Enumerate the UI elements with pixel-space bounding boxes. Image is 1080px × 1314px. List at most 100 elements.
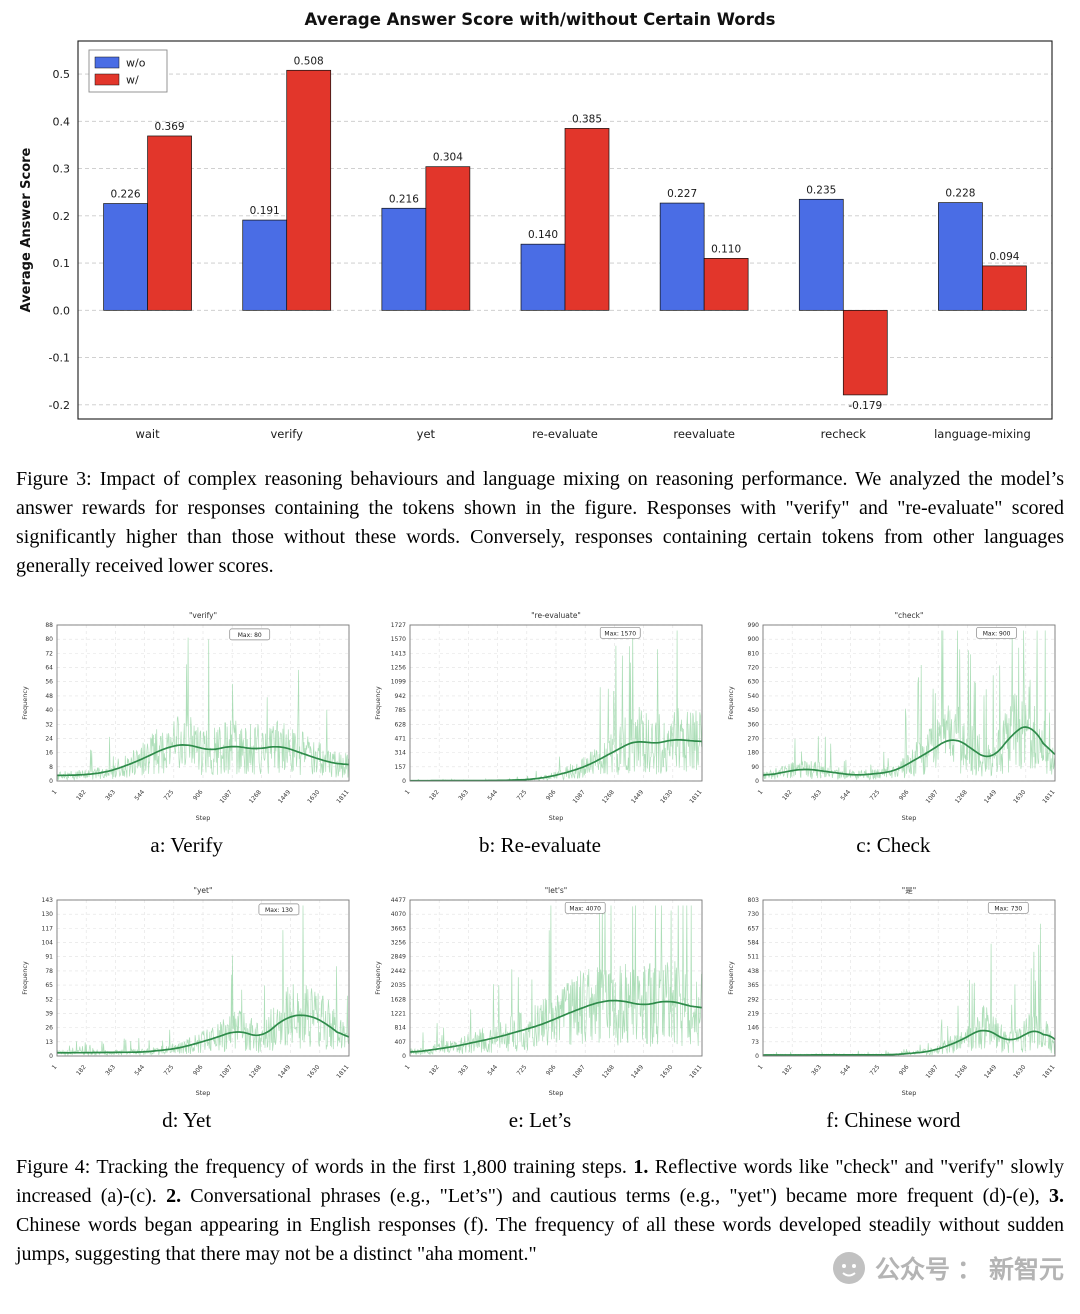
- svg-text:88: 88: [45, 622, 53, 629]
- svg-text:720: 720: [748, 665, 760, 672]
- svg-text:0: 0: [756, 778, 760, 785]
- svg-text:0.508: 0.508: [294, 55, 324, 67]
- svg-text:"check": "check": [895, 611, 924, 620]
- svg-text:438: 438: [748, 968, 760, 975]
- svg-text:64: 64: [45, 665, 53, 672]
- svg-text:Frequency: Frequency: [374, 961, 382, 995]
- svg-text:942: 942: [395, 693, 407, 700]
- svg-text:182: 182: [75, 1064, 88, 1077]
- svg-text:48: 48: [45, 693, 53, 700]
- svg-text:0: 0: [49, 778, 53, 785]
- svg-text:Step: Step: [902, 814, 917, 822]
- svg-text:785: 785: [395, 707, 407, 714]
- svg-text:2442: 2442: [391, 968, 406, 975]
- svg-text:yet: yet: [417, 427, 436, 441]
- svg-text:540: 540: [748, 693, 760, 700]
- svg-text:1413: 1413: [391, 650, 406, 657]
- svg-text:1221: 1221: [391, 1010, 406, 1017]
- svg-text:Max: 4070: Max: 4070: [569, 905, 601, 912]
- svg-text:182: 182: [781, 789, 794, 802]
- svg-text:1630: 1630: [659, 789, 674, 805]
- frequency-chart-verify: 0 8 16 24 32 40 48 56 64 72 80 88 1 182 363 544 725 906 10…: [21, 611, 351, 822]
- svg-text:906: 906: [545, 1064, 558, 1077]
- svg-text:584: 584: [748, 940, 760, 947]
- svg-text:w/: w/: [126, 74, 139, 87]
- svg-text:1630: 1630: [306, 789, 321, 805]
- subcaption-re-evaluate: b: Re-evaluate: [479, 833, 601, 857]
- svg-text:1630: 1630: [306, 1064, 321, 1080]
- bar-chart: -0.2 -0.1 0.0 0.1 0.2 0.3 0.4 0.5 0.226 0.369 wait…: [19, 40, 1053, 441]
- figure4-grid: 0 8 16 24 32 40 48 56 64 72 80 88 1 182 363 544 725 906 10…: [14, 607, 1066, 1133]
- svg-text:630: 630: [748, 679, 760, 686]
- svg-text:360: 360: [748, 721, 760, 728]
- svg-text:1: 1: [757, 789, 765, 797]
- svg-text:0.304: 0.304: [433, 152, 463, 164]
- svg-text:1811: 1811: [335, 789, 350, 805]
- svg-text:725: 725: [869, 789, 882, 802]
- svg-text:143: 143: [41, 897, 53, 904]
- svg-text:Max: 730: Max: 730: [995, 905, 1023, 912]
- svg-text:32: 32: [45, 721, 53, 728]
- svg-text:0.140: 0.140: [528, 229, 558, 241]
- svg-text:1256: 1256: [391, 665, 406, 672]
- svg-text:363: 363: [104, 789, 117, 802]
- svg-text:w/o: w/o: [126, 57, 146, 70]
- svg-text:Frequency: Frequency: [727, 686, 735, 720]
- svg-text:-0.179: -0.179: [848, 400, 882, 412]
- svg-text:803: 803: [748, 897, 760, 904]
- svg-text:0.191: 0.191: [250, 205, 280, 217]
- svg-text:Max: 80: Max: 80: [237, 632, 261, 639]
- svg-text:80: 80: [45, 636, 53, 643]
- svg-text:730: 730: [748, 911, 760, 918]
- figure4-caption-bold-1: 1.: [633, 1156, 649, 1178]
- svg-text:16: 16: [45, 750, 53, 757]
- svg-text:0: 0: [756, 1053, 760, 1060]
- figure4-caption-text-2: Reflective words like "check" and "verif…: [16, 1156, 1065, 1207]
- svg-text:1: 1: [404, 1064, 412, 1072]
- svg-text:725: 725: [162, 1064, 175, 1077]
- svg-text:Step: Step: [195, 814, 210, 822]
- svg-text:363: 363: [811, 789, 824, 802]
- svg-text:0.228: 0.228: [945, 188, 975, 200]
- svg-text:1087: 1087: [218, 789, 233, 805]
- svg-text:1087: 1087: [925, 789, 940, 805]
- svg-text:Average Answer Score: Average Answer Score: [19, 147, 34, 312]
- subfigure-lets: 0 407 814 1221 1628 2035 2442 2849 3256 3663 4070 4…: [370, 882, 710, 1133]
- svg-text:0.216: 0.216: [389, 193, 419, 205]
- figure4-caption-bold-2: 2.: [166, 1185, 182, 1207]
- svg-text:1: 1: [404, 789, 412, 797]
- svg-text:73: 73: [752, 1039, 760, 1046]
- svg-text:906: 906: [898, 1064, 911, 1077]
- svg-text:1449: 1449: [630, 789, 645, 805]
- svg-text:906: 906: [545, 789, 558, 802]
- svg-text:363: 363: [811, 1064, 824, 1077]
- svg-text:544: 544: [840, 789, 853, 802]
- svg-text:0.235: 0.235: [806, 184, 836, 196]
- svg-text:Step: Step: [195, 1089, 210, 1097]
- svg-text:1449: 1449: [983, 1064, 998, 1080]
- svg-text:725: 725: [516, 1064, 529, 1077]
- svg-text:Step: Step: [902, 1089, 917, 1097]
- frequency-chart-check: 0 90 180 270 360 450 540 630 720 810 900 990 1 182 363…: [727, 611, 1057, 822]
- svg-text:1087: 1087: [925, 1064, 940, 1080]
- svg-text:0.4: 0.4: [53, 115, 71, 128]
- svg-text:Frequency: Frequency: [374, 686, 382, 720]
- svg-text:906: 906: [191, 789, 204, 802]
- svg-text:219: 219: [748, 1010, 760, 1017]
- svg-text:810: 810: [748, 650, 760, 657]
- svg-text:Max: 1570: Max: 1570: [604, 630, 636, 637]
- svg-text:Frequency: Frequency: [21, 961, 29, 995]
- figure4-caption-text-1: Figure 4: Tracking the frequency of word…: [16, 1156, 634, 1178]
- svg-text:72: 72: [45, 650, 53, 657]
- svg-text:990: 990: [748, 622, 760, 629]
- svg-text:725: 725: [162, 789, 175, 802]
- svg-text:0.226: 0.226: [111, 189, 141, 201]
- svg-text:1268: 1268: [601, 1064, 616, 1080]
- subfigure-chinese-word: 0 73 146 219 292 365 438 511 584 657 730 803 1 182 363…: [723, 882, 1063, 1133]
- paper-page: Average Answer Score with/without Certai…: [14, 10, 1066, 1265]
- svg-text:Max: 130: Max: 130: [265, 907, 293, 914]
- svg-text:1449: 1449: [277, 789, 292, 805]
- svg-text:91: 91: [45, 954, 53, 961]
- svg-text:544: 544: [133, 789, 146, 802]
- svg-text:0.385: 0.385: [572, 113, 602, 125]
